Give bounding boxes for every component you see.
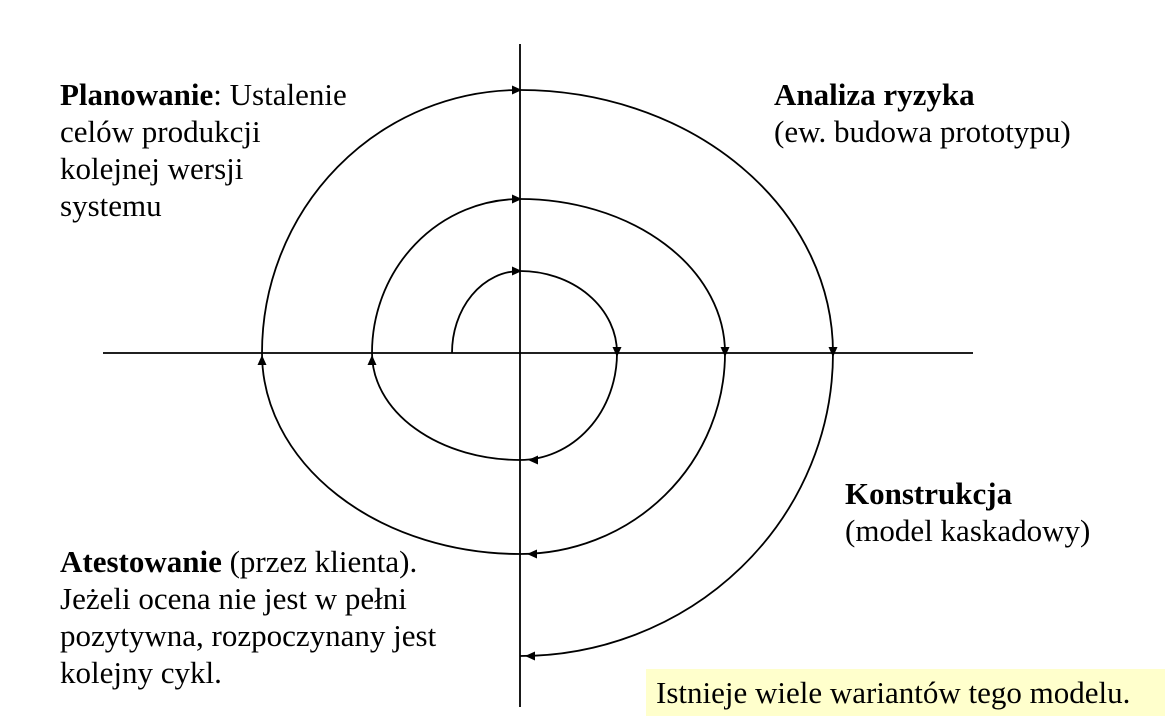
arrow-head — [512, 266, 522, 276]
arrow-head — [720, 347, 730, 357]
testing-title: Atestowanie — [60, 544, 222, 579]
construction-title: Konstrukcja — [845, 476, 1013, 511]
variants-note: Istnieje wiele wariantów tego modelu. — [646, 669, 1165, 716]
arrow-head — [367, 355, 377, 365]
testing-quadrant-label: Atestowanie (przez klienta). Jeżeli ocen… — [60, 543, 436, 691]
arrow-head — [525, 651, 535, 661]
planning-quadrant-label: Planowanie: Ustalenie celów produkcji ko… — [60, 76, 347, 224]
risk-title: Analiza ryzyka — [774, 77, 975, 112]
arrow-head — [828, 347, 838, 357]
planning-line: kolejnej wersji — [60, 151, 244, 186]
testing-line: pozytywna, rozpoczynany jest — [60, 618, 437, 653]
testing-first-line: Atestowanie (przez klienta). — [60, 543, 436, 580]
testing-text-first: (przez klienta). — [221, 544, 418, 579]
arrow-head — [612, 347, 622, 357]
planning-title: Planowanie — [60, 77, 214, 112]
planning-text-first: : Ustalenie — [213, 77, 347, 112]
arrow-head — [512, 85, 522, 95]
planning-line: systemu — [60, 188, 162, 223]
construction-quadrant-label: Konstrukcja (model kaskadowy) — [845, 475, 1090, 549]
arrow-head — [257, 355, 267, 365]
risk-analysis-quadrant-label: Analiza ryzyka (ew. budowa prototypu) — [774, 76, 1071, 150]
risk-subtitle: (ew. budowa prototypu) — [774, 114, 1071, 149]
arrow-head — [527, 549, 537, 559]
testing-line: Jeżeli ocena nie jest w pełni — [60, 581, 407, 616]
construction-subtitle: (model kaskadowy) — [845, 513, 1091, 548]
testing-line: kolejny cykl. — [60, 655, 222, 690]
arrow-head — [512, 194, 522, 204]
spiral-path — [261, 89, 834, 657]
arrow-head — [528, 455, 538, 465]
planning-line: celów produkcji — [60, 114, 261, 149]
planning-first-line: Planowanie: Ustalenie — [60, 76, 347, 113]
